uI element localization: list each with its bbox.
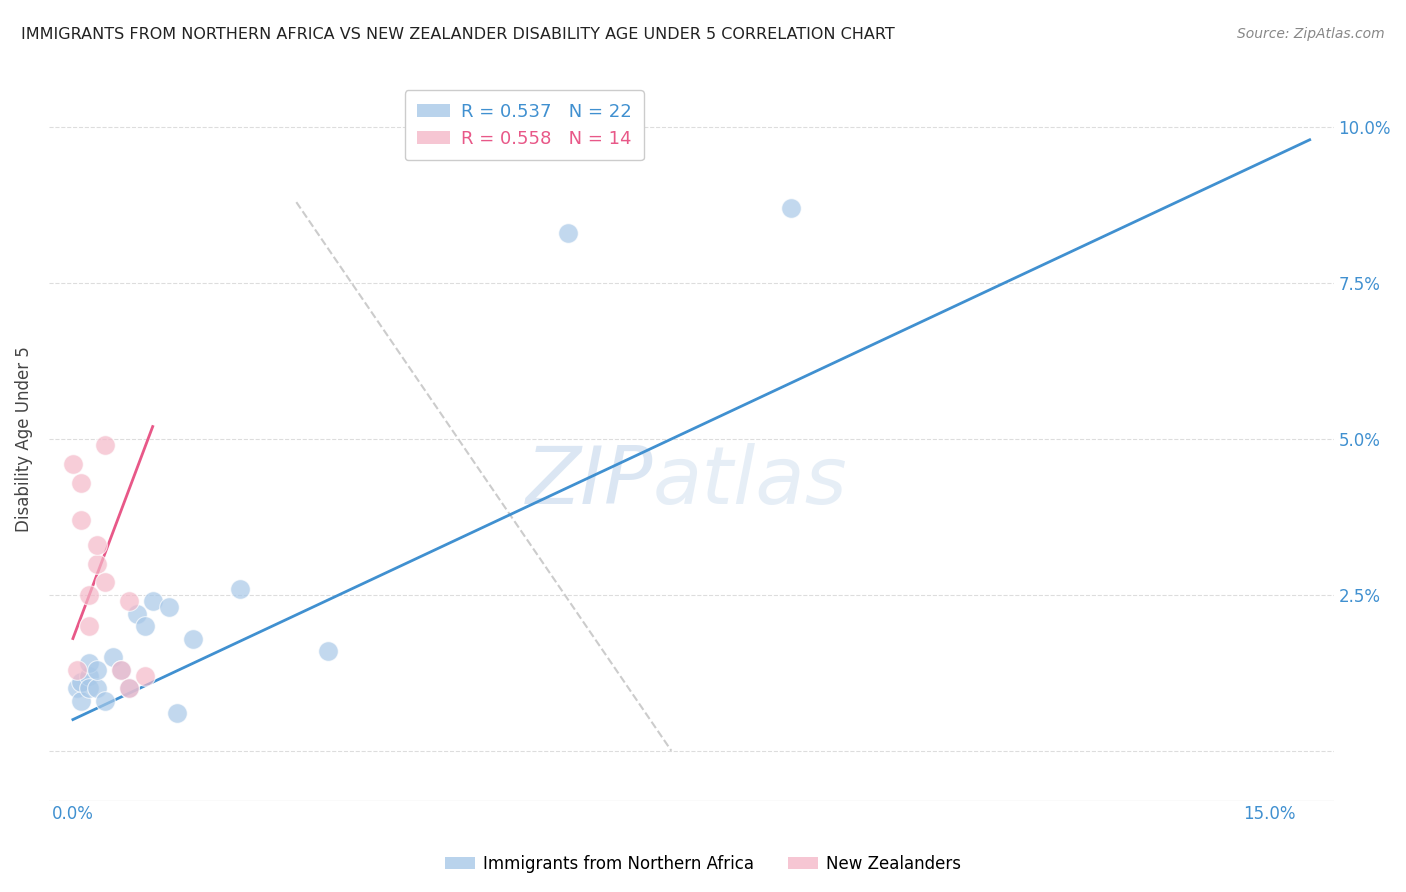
Point — [110, 663, 132, 677]
Point — [110, 663, 132, 677]
Point — [134, 619, 156, 633]
Text: IMMIGRANTS FROM NORTHERN AFRICA VS NEW ZEALANDER DISABILITY AGE UNDER 5 CORRELAT: IMMIGRANTS FROM NORTHERN AFRICA VS NEW Z… — [21, 27, 894, 42]
Point — [94, 575, 117, 590]
Point — [66, 681, 89, 696]
Point — [316, 644, 339, 658]
Point — [157, 600, 180, 615]
Point — [77, 657, 100, 671]
Point — [86, 538, 108, 552]
Point — [70, 675, 93, 690]
Point — [125, 607, 148, 621]
Point — [86, 681, 108, 696]
Legend: Immigrants from Northern Africa, New Zealanders: Immigrants from Northern Africa, New Zea… — [439, 848, 967, 880]
Point — [166, 706, 188, 721]
Point — [94, 694, 117, 708]
Text: atlas: atlas — [652, 443, 848, 522]
Y-axis label: Disability Age Under 5: Disability Age Under 5 — [15, 346, 32, 532]
Point — [557, 227, 579, 241]
Text: ZIP: ZIP — [526, 443, 652, 522]
Text: Source: ZipAtlas.com: Source: ZipAtlas.com — [1237, 27, 1385, 41]
Point — [229, 582, 252, 596]
Point — [70, 694, 93, 708]
Point — [86, 557, 108, 571]
Point — [77, 588, 100, 602]
Point — [66, 663, 89, 677]
Point — [70, 513, 93, 527]
Point — [142, 594, 165, 608]
Point — [118, 681, 141, 696]
Legend: R = 0.537   N = 22, R = 0.558   N = 14: R = 0.537 N = 22, R = 0.558 N = 14 — [405, 90, 644, 161]
Point — [780, 202, 803, 216]
Point — [94, 438, 117, 452]
Point — [86, 663, 108, 677]
Point — [77, 669, 100, 683]
Point — [134, 669, 156, 683]
Point — [62, 457, 84, 471]
Point — [101, 650, 124, 665]
Point — [77, 681, 100, 696]
Point — [118, 681, 141, 696]
Point — [118, 594, 141, 608]
Point — [77, 619, 100, 633]
Point — [181, 632, 204, 646]
Point — [70, 475, 93, 490]
